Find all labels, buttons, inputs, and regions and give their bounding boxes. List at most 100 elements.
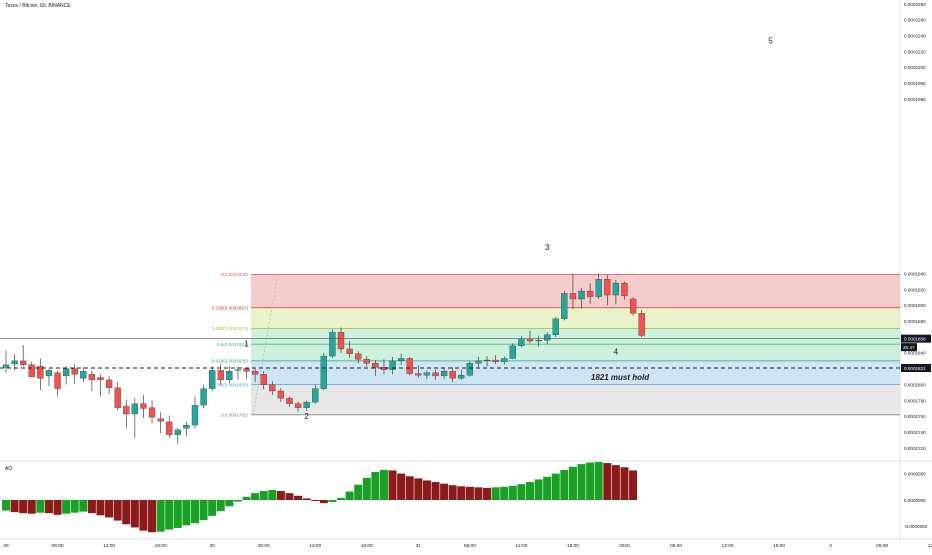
ao-bar — [328, 500, 337, 503]
candle-body — [191, 405, 199, 426]
price-tick-label: 0.0001940 — [904, 271, 926, 276]
ao-bar — [379, 469, 388, 500]
price-tick-label: 0.0002280 — [904, 2, 926, 7]
ao-bar — [354, 484, 363, 500]
time-tick-label: 12:00 — [928, 543, 932, 549]
ao-bar — [337, 497, 346, 500]
price-tick-label: 0.0001880 — [904, 319, 926, 324]
candle-body — [595, 279, 602, 297]
candle-body — [183, 424, 190, 429]
candle-body — [80, 371, 87, 379]
fib-label: 0.786(0.0001800) — [212, 382, 249, 387]
candle-body — [209, 370, 216, 389]
current-price-tag — [901, 334, 931, 343]
ao-bar — [620, 467, 629, 500]
candle-body — [397, 358, 405, 362]
ao-bar — [190, 500, 199, 524]
ao-bar — [44, 500, 53, 514]
price-tick-label: 0.0002200 — [904, 65, 926, 70]
ao-bar — [465, 486, 474, 500]
ao-bar — [122, 500, 131, 525]
time-tick-label: 06:00 — [670, 543, 682, 549]
candle-body — [269, 384, 276, 392]
price-tick-label: 0.0001960 — [904, 97, 926, 102]
candle-body — [28, 364, 35, 377]
candle-body — [638, 313, 645, 336]
ao-bar — [629, 470, 638, 500]
ao-bar — [517, 484, 526, 500]
time-tick-label: 2020 — [619, 543, 630, 549]
candle-body — [54, 372, 61, 389]
candle-body — [526, 338, 534, 342]
fib-label: 0.5(0.0001851) — [217, 342, 249, 347]
ao-bar — [431, 482, 440, 500]
ao-bar — [294, 495, 303, 500]
price-tick-label: 0.0001740 — [904, 430, 926, 435]
ao-bar — [259, 491, 268, 500]
candle-body — [423, 372, 431, 376]
time-tick-label: 06:00 — [258, 543, 270, 549]
time-tick-label: 30 — [209, 543, 215, 549]
candle-body — [372, 363, 379, 368]
candle-body — [157, 418, 164, 422]
ao-bar — [276, 491, 285, 500]
candle-body — [552, 318, 559, 335]
candle-body — [88, 374, 96, 381]
ao-bar — [105, 500, 114, 518]
ao-bar — [414, 478, 423, 500]
candle-body — [226, 371, 233, 381]
countdown-tag-label: 25:47 — [903, 345, 915, 350]
price-tick-label: 0.0001840 — [904, 351, 926, 356]
ao-bar — [70, 500, 79, 513]
ao-bar — [362, 477, 371, 500]
ao-bar — [62, 500, 71, 514]
ao-bar — [36, 500, 45, 513]
ao-bar — [156, 500, 165, 532]
ao-tick-label: 0.0000050 — [904, 471, 926, 476]
candle-body — [629, 298, 637, 314]
price-tick-label: 0.0002260 — [904, 18, 926, 23]
candle-body — [544, 334, 551, 341]
price-tick-label: 0.0001780 — [904, 398, 926, 403]
candle-body — [148, 407, 156, 418]
candle-body — [123, 405, 130, 415]
wave-label-3: 3 — [545, 243, 550, 252]
wave-label-5: 5 — [768, 37, 773, 46]
ao-bar — [225, 500, 234, 507]
wave-label-4: 4 — [614, 348, 619, 357]
fib-lines: 0(0.0001939) 0.236(0.0001897) 0.382(0.0001… — [212, 272, 900, 418]
ao-bar — [139, 500, 148, 531]
candles — [2, 273, 645, 445]
ao-bar — [551, 473, 560, 500]
axes: 0.0002280 0.0002260 0.0002240 0.0002220 0.00… — [3, 2, 932, 549]
ao-bar — [165, 500, 174, 530]
ao-bar — [440, 483, 449, 500]
time-tick-label: 06:00 — [52, 543, 64, 549]
price-tick-label: 0.0002240 — [904, 33, 926, 38]
candle-body — [621, 282, 628, 296]
ao-bar — [130, 500, 139, 528]
ao-bar — [371, 472, 380, 500]
ao-bar — [500, 486, 509, 500]
candle-body — [286, 397, 293, 404]
candle-body — [483, 359, 491, 362]
ao-bar — [96, 500, 105, 516]
time-tick-label: 18:00 — [361, 543, 373, 549]
candle-body — [458, 374, 465, 379]
candle-body — [105, 379, 113, 388]
overlays: 1821 must hold 1 2 3 4 5 — [0, 37, 900, 421]
ao-bar — [594, 462, 603, 500]
time-tick-label: 18:00 — [567, 543, 579, 549]
ao-bar — [268, 489, 277, 500]
candle-body — [449, 371, 456, 379]
time-tick-label: 06:00 — [876, 543, 888, 549]
candle-body — [604, 279, 611, 296]
price-tick-label: 0.0001920 — [904, 287, 926, 292]
ao-bar — [251, 493, 260, 500]
wave-label-1: 1 — [244, 340, 249, 349]
candle-body — [363, 359, 370, 364]
ao-label: AO — [5, 466, 13, 472]
candle-body — [45, 370, 53, 377]
